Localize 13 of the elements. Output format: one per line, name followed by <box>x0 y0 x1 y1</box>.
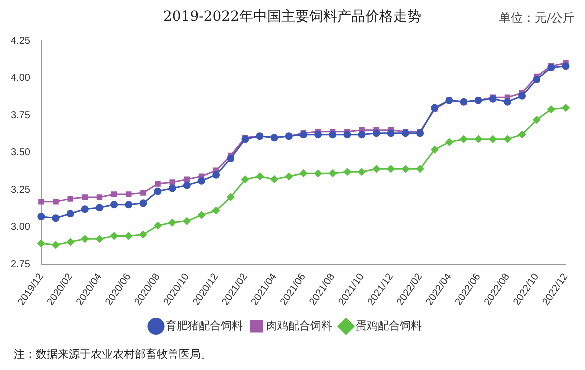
y-tick-label: 3.00 <box>10 222 31 234</box>
text: 单位：元/公斤 <box>498 10 575 27</box>
y-tick-label: 3.50 <box>10 148 31 159</box>
legend-label: 肉鸡配合饲料 <box>266 320 332 333</box>
y-tick-label: 3.25 <box>10 184 31 196</box>
legend-label: 育肥猪配合饲料 <box>166 320 243 333</box>
text: 注：数据来源于农业农村部畜牧兽医局。 <box>14 347 212 362</box>
y-tick-label: 3.75 <box>10 110 31 122</box>
chart-title: 2019-2022年中国主要饲料产品价格走势 <box>164 9 422 25</box>
y-tick-label: 4.25 <box>10 36 31 47</box>
y-tick-label: 4.00 <box>10 73 31 84</box>
legend-label: 蛋鸡配合饲料 <box>356 320 422 333</box>
y-tick-label: 2.75 <box>10 259 31 270</box>
